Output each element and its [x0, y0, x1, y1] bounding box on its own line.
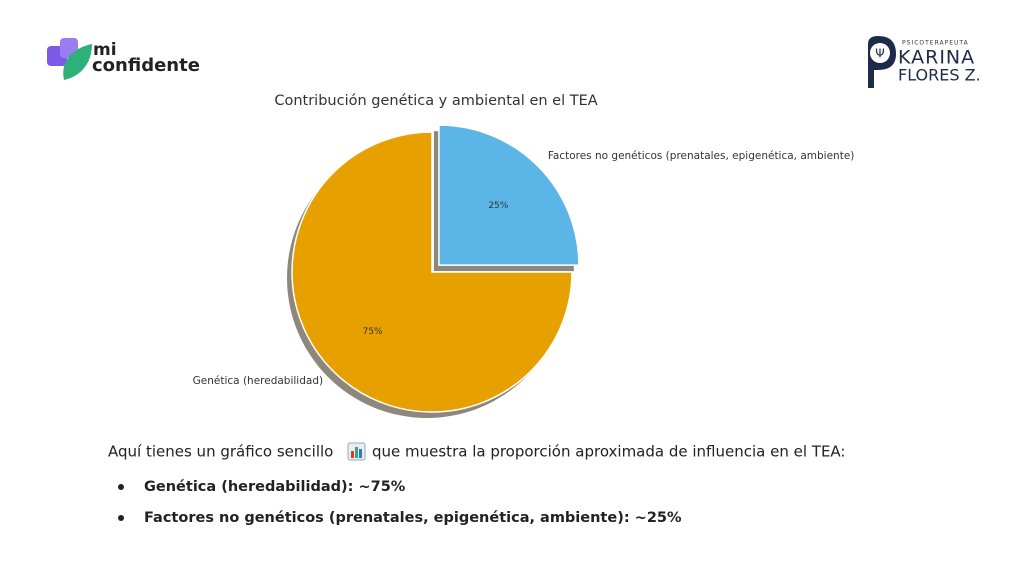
icon-bar: [351, 451, 354, 458]
slice-label: Genética (heredabilidad): [193, 375, 323, 387]
chart-title: Contribución genética y ambiental en el …: [274, 93, 597, 109]
logo-symbol: Ψ: [875, 47, 884, 61]
slice: [291, 131, 573, 413]
logo-tagline: PSICOTERAPEUTA: [902, 40, 969, 47]
bullet-dot: [118, 484, 124, 490]
bullet-dot: [118, 515, 124, 521]
slice-label: Factores no genéticos (prenatales, epige…: [548, 150, 855, 162]
logo-name: KARINA: [898, 47, 975, 69]
icon-bar: [355, 447, 358, 458]
intro-text: Aquí tienes un gráfico sencillo: [108, 443, 333, 461]
slice: [438, 124, 580, 266]
value-label: 25%: [488, 201, 508, 211]
value-label: 75%: [363, 327, 383, 337]
intro-text: que muestra la proporción aproximada de …: [372, 443, 845, 461]
right-logo: Ψ PSICOTERAPEUTA KARINA FLORES Z.: [868, 36, 981, 88]
pie: 75% Genética (heredabilidad) 25% Factores n…: [193, 124, 855, 418]
chart-icon: [347, 442, 366, 461]
logo-text: confidente: [92, 55, 200, 76]
icon-bar: [359, 449, 362, 458]
bullet-text: Factores no genéticos (prenatales, epige…: [144, 510, 682, 526]
bullet-text: Genética (heredabilidad): ~75%: [144, 479, 406, 495]
logo-surname: FLORES Z.: [898, 66, 981, 85]
logo-text: mi: [93, 40, 117, 60]
logo-mark: [870, 43, 890, 63]
logo-leaf: [63, 44, 92, 80]
left-logo: mi confidente: [47, 38, 200, 80]
